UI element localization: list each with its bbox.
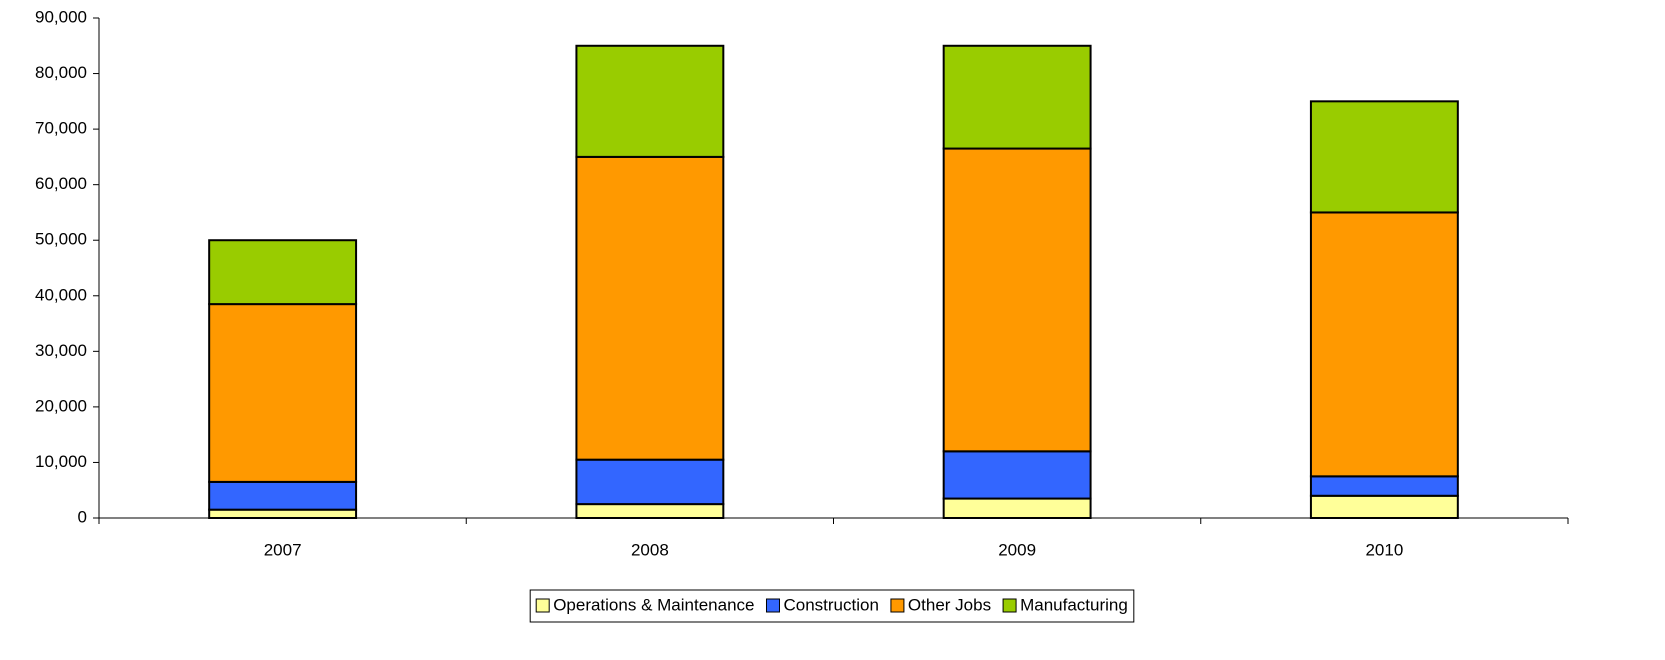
bar-segment: [575, 155, 725, 461]
legend: Operations & Maintenance Construction Othe…: [529, 589, 1135, 623]
legend-swatch: [1002, 598, 1017, 613]
y-tick-label: 20,000: [35, 396, 87, 415]
x-tick-label: 2007: [264, 540, 302, 559]
legend-swatch: [890, 598, 905, 613]
y-tick-label: 90,000: [35, 7, 87, 26]
bar-segment: [942, 450, 1092, 500]
legend-label: Construction: [783, 595, 878, 614]
y-tick-label: 30,000: [35, 341, 87, 360]
legend-label: Other Jobs: [908, 595, 991, 614]
bar-segment: [1309, 494, 1459, 519]
bar-segment: [208, 480, 358, 511]
bar-segment: [208, 508, 358, 519]
y-tick-label: 70,000: [35, 119, 87, 138]
legend-swatch: [535, 598, 550, 613]
y-tick-label: 80,000: [35, 63, 87, 82]
legend-swatch: [765, 598, 780, 613]
bar-segment: [1309, 475, 1459, 497]
bar-segment: [208, 239, 358, 306]
bar-segment: [1309, 211, 1459, 478]
bar-segment: [575, 503, 725, 520]
legend-box: [529, 589, 1135, 623]
y-tick-label: 40,000: [35, 285, 87, 304]
y-tick-label: 50,000: [35, 230, 87, 249]
y-tick-label: 10,000: [35, 452, 87, 471]
bar-segment: [575, 458, 725, 506]
bar-segment: [208, 303, 358, 483]
y-tick-label: 60,000: [35, 174, 87, 193]
legend-label: Manufacturing: [1020, 595, 1128, 614]
legend-label: Operations & Maintenance: [553, 595, 754, 614]
bar-segment: [942, 497, 1092, 519]
x-tick-label: 2008: [631, 540, 669, 559]
x-tick-label: 2009: [998, 540, 1036, 559]
y-tick-label: 0: [78, 507, 87, 526]
bar-segment: [942, 147, 1092, 453]
bar-segment: [1309, 100, 1459, 214]
bar-segment: [942, 44, 1092, 150]
bar-segment: [575, 44, 725, 158]
x-tick-label: 2010: [1365, 540, 1403, 559]
